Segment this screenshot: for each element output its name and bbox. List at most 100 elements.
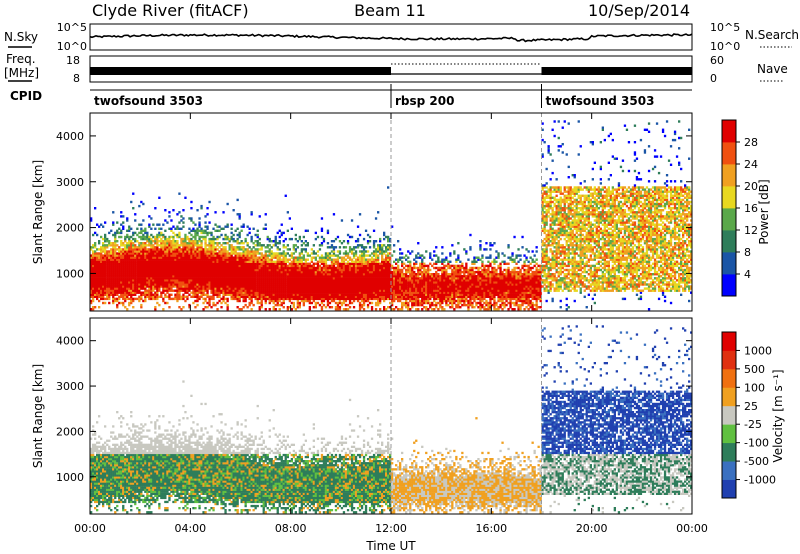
heatmap-cell [417,252,420,255]
cpid-segment-label: twofsound 3503 [94,94,203,108]
heatmap-cell [252,250,255,253]
heatmap-cell [250,256,253,259]
heatmap-cell [194,252,197,255]
heatmap-cell [196,293,199,296]
heatmap-cell [350,279,354,282]
heatmap-cell [108,295,111,298]
heatmap-cell [320,244,324,247]
heatmap-cell [162,264,165,268]
heatmap-cell [254,264,257,268]
heatmap-cell [198,237,201,241]
heatmap-cell [240,289,243,292]
heatmap-cell [102,287,105,290]
heatmap-cell [126,295,129,298]
heatmap-cell [208,240,211,243]
heatmap-cell [362,289,366,292]
heatmap-cell [192,289,195,292]
heatmap-cell [284,262,287,265]
heatmap-cell [148,285,151,288]
heatmap-cell [226,223,229,226]
heatmap-cell [236,260,239,263]
heatmap-cell [100,268,103,272]
heatmap-cell [92,270,95,274]
heatmap-cell [240,246,243,249]
heatmap-cell [96,260,99,263]
heatmap-cell [94,207,97,210]
heatmap-cell [186,246,189,249]
heatmap-cell [100,270,103,274]
heatmap-cell [399,283,402,286]
heatmap-cell [228,246,231,249]
heatmap-cell [160,260,163,263]
heatmap-cell [435,277,438,280]
heatmap-cell [156,291,159,294]
heatmap-cell [270,268,273,272]
heatmap-cell [122,256,125,259]
heatmap-cell [439,287,442,290]
heatmap-cell [433,281,436,284]
heatmap-cell [266,250,269,253]
heatmap-cell [330,299,334,303]
heatmap-cell [383,308,386,311]
heatmap-cell [202,308,205,311]
heatmap-cell [214,237,217,241]
heatmap-cell [387,273,390,276]
heatmap-cell [276,283,279,286]
heatmap-cell [90,293,93,296]
heatmap-cell [188,277,191,280]
heatmap-cell [252,252,255,255]
heatmap-cell [210,306,213,309]
heatmap-cell [238,213,241,216]
heatmap-cell [204,260,207,263]
heatmap-cell [266,262,269,265]
heatmap-cell [260,297,263,301]
heatmap-cell [292,287,295,290]
heatmap-cell [316,281,320,284]
heatmap-cell [128,268,131,272]
heatmap-cell [298,262,301,265]
heatmap-cell [144,258,147,261]
heatmap-cell [186,262,189,265]
heatmap-cell [246,277,249,280]
heatmap-cell [302,266,305,270]
heatmap-cell [148,279,151,282]
heatmap-cell [122,248,125,251]
heatmap-cell [242,285,245,288]
heatmap-cell [154,291,157,294]
heatmap-cell [244,250,247,253]
heatmap-cell [314,291,317,294]
heatmap-cell [362,293,366,296]
heatmap-cell [260,281,263,284]
heatmap-cell [342,262,346,265]
heatmap-cell [427,275,430,278]
heatmap-cell [184,260,187,263]
heatmap-cell [230,227,233,230]
heatmap-cell [138,266,141,270]
heatmap-cell [374,295,378,298]
heatmap-cell [385,270,388,274]
heatmap-cell [258,260,261,263]
heatmap-cell [172,281,175,284]
heatmap-cell [238,242,241,245]
heatmap-cell [136,277,139,280]
heatmap-cell [286,258,289,261]
heatmap-cell [96,262,99,265]
heatmap-cell [358,233,362,237]
heatmap-cell [304,297,307,301]
heatmap-cell [274,252,277,255]
heatmap-cell [421,295,424,298]
heatmap-cell [362,256,366,259]
heatmap-cell [435,287,438,290]
heatmap-cell [168,283,171,286]
heatmap-cell [368,262,372,265]
heatmap-cell [260,287,263,290]
heatmap-cell [204,279,207,282]
heatmap-cell [362,266,366,270]
heatmap-cell [328,275,332,278]
heatmap-cell [264,262,267,265]
heatmap-cell [214,252,217,255]
heatmap-cell [352,264,356,268]
heatmap-cell [401,270,404,274]
heatmap-cell [110,291,113,294]
heatmap-cell [120,258,123,261]
